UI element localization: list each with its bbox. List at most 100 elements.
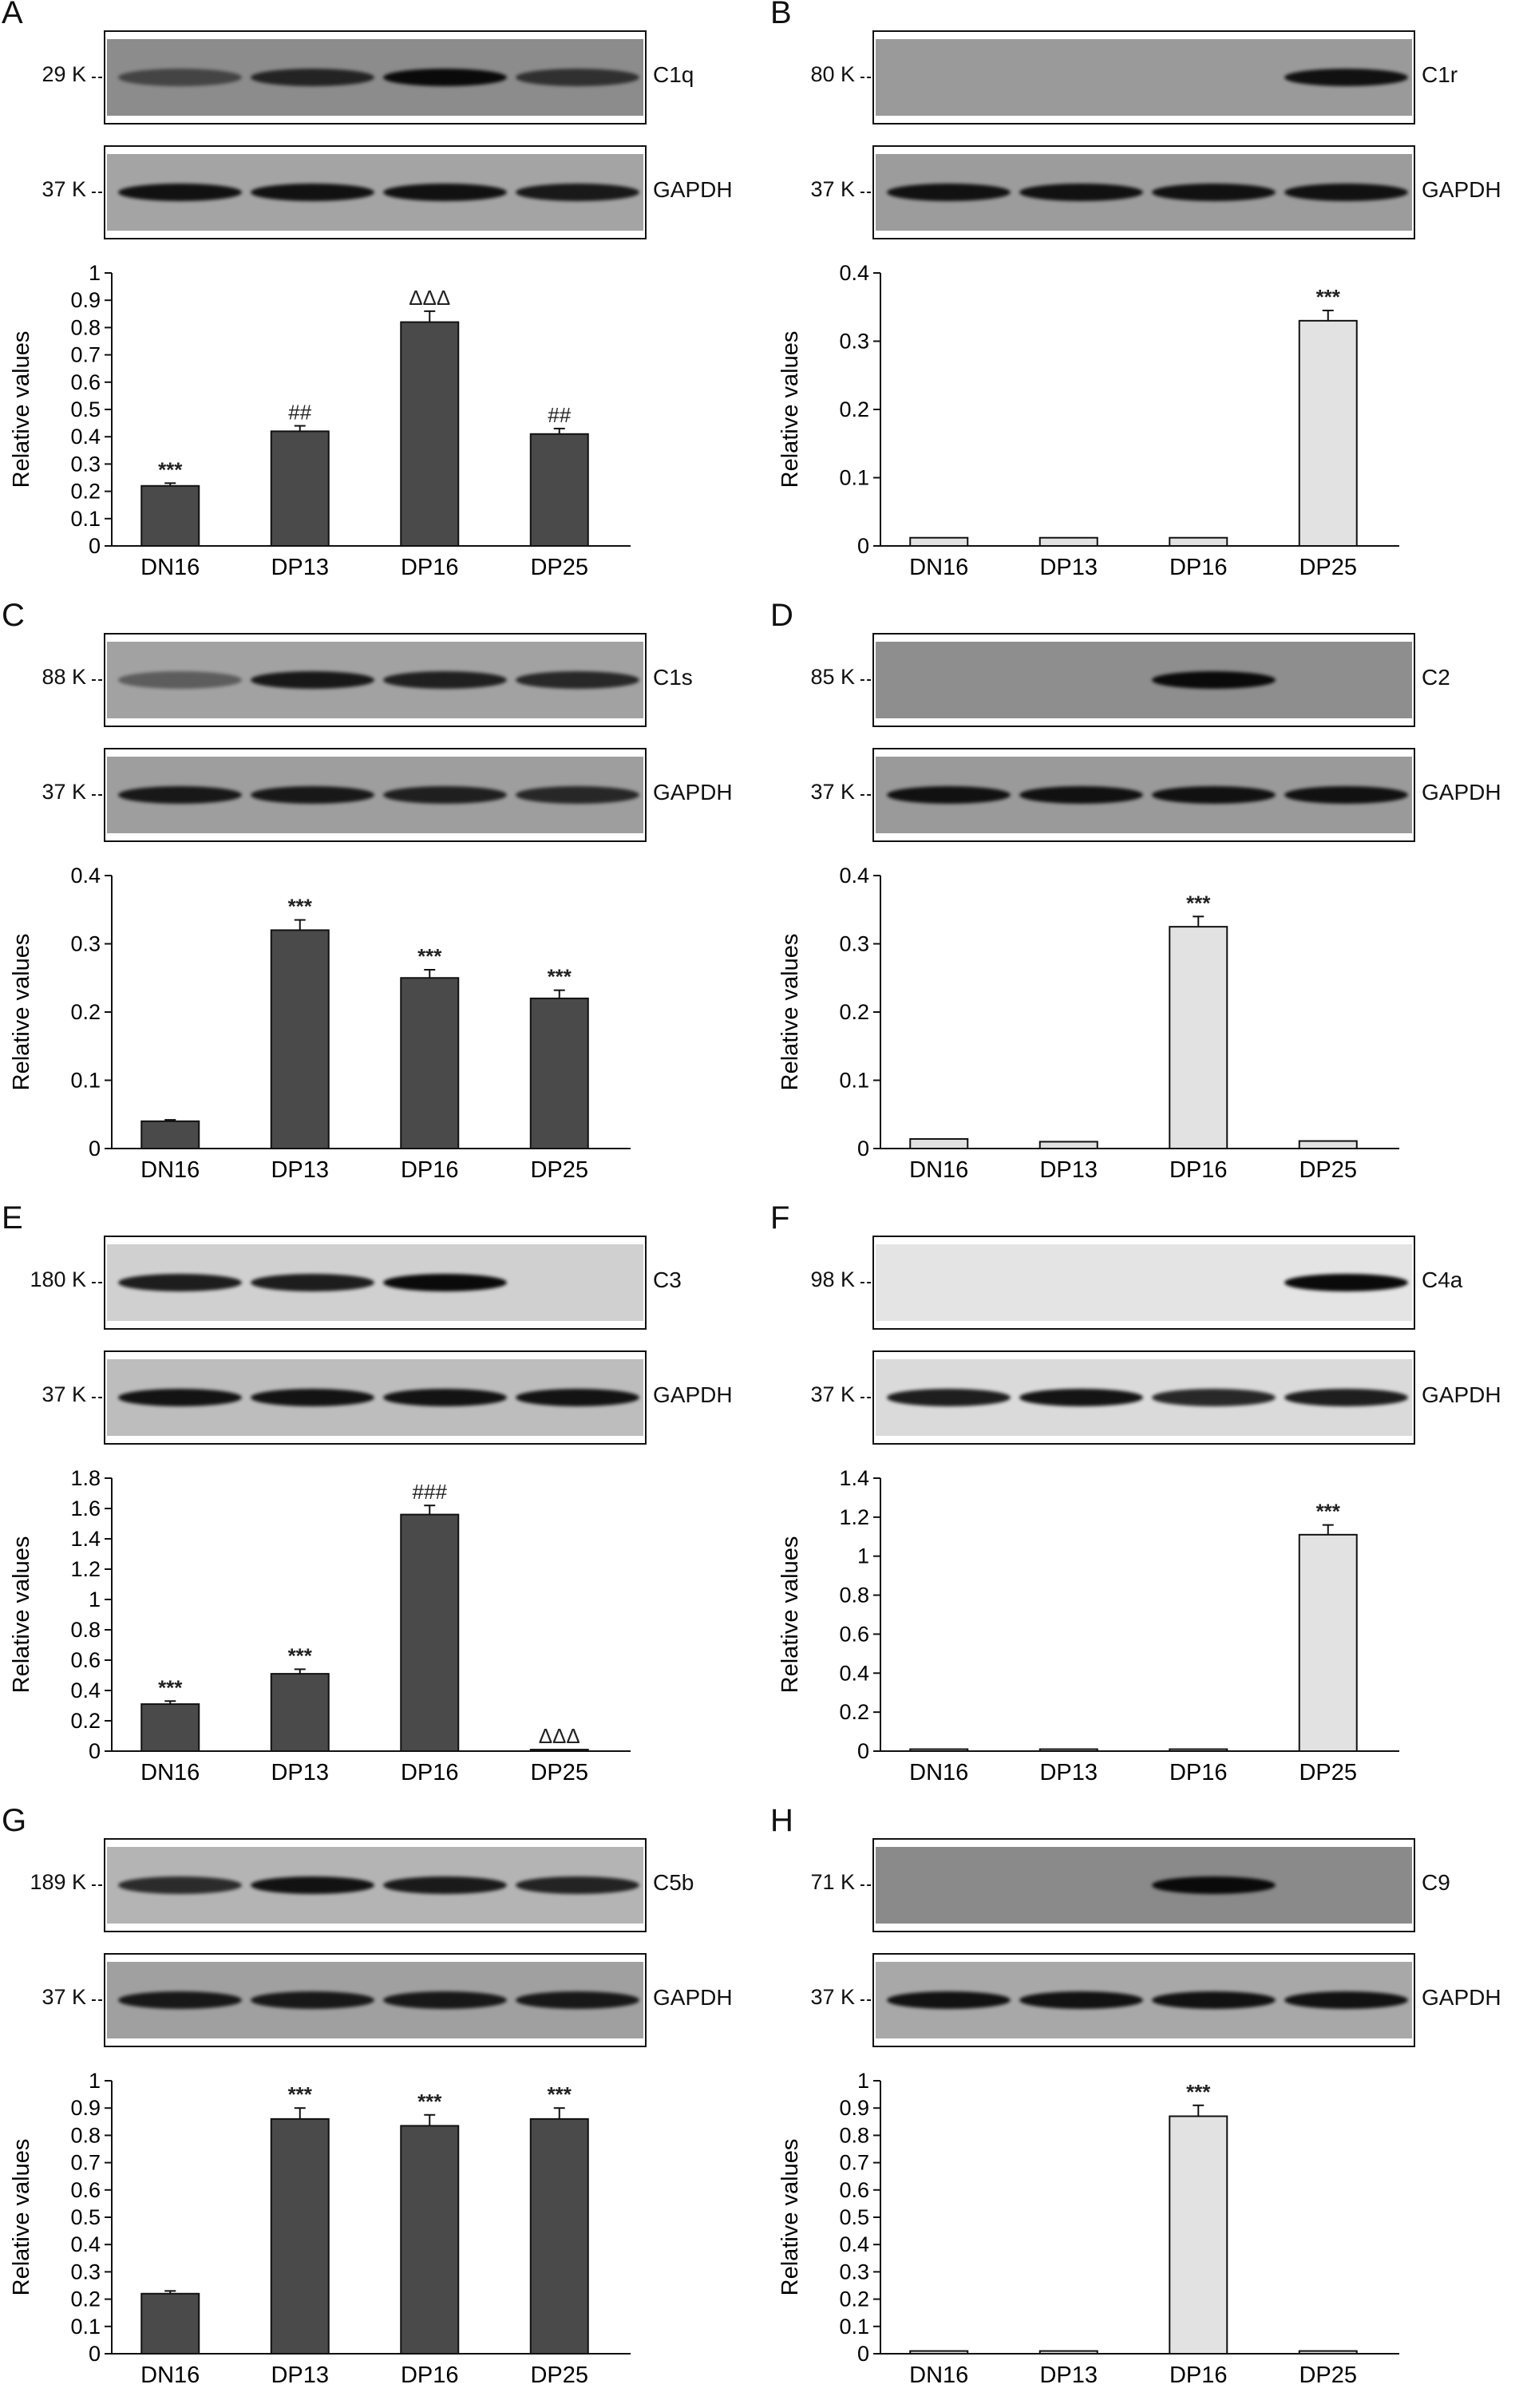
gapdh-blot — [872, 145, 1415, 239]
y-tick-label: 0.5 — [839, 2205, 869, 2229]
blot-band — [1284, 1991, 1408, 2009]
x-tick-label: DP16 — [1169, 2363, 1228, 2388]
bar-chart: 0 0.1 0.2 0.3 0.4 0.5 0.6 0.7 0.8 0.9 1 Relative va… — [9, 2069, 631, 2388]
protein-label: C4a — [1422, 1267, 1463, 1292]
molecular-weight-tick — [92, 77, 102, 78]
blot-band — [516, 671, 639, 689]
y-tick-label: 1.8 — [70, 1466, 101, 1490]
gapdh-label: GAPDH — [653, 780, 733, 805]
target-blot — [104, 1838, 647, 1932]
y-tick-label: 0.4 — [70, 1678, 101, 1702]
y-tick-label: 0.2 — [70, 1709, 101, 1733]
bar — [1169, 926, 1228, 1149]
blot-band — [118, 786, 242, 804]
blot-band — [383, 69, 507, 86]
y-tick-label: 0.1 — [70, 2315, 101, 2339]
y-tick-label: 0.9 — [70, 2096, 101, 2120]
gapdh-label: GAPDH — [653, 1985, 733, 2010]
target-blot-membrane — [876, 1244, 1412, 1321]
panel-h: H 71 K C9 37 K GAPDH 0 0.1 0.2 0.3 0.4 0.5 0.6 0.7 0.… — [769, 1803, 1527, 2408]
protein-label: C3 — [653, 1267, 682, 1292]
blot-band — [1152, 786, 1276, 804]
bar — [529, 1749, 589, 1753]
significance-label: *** — [1186, 2080, 1211, 2104]
blot-band — [118, 1876, 242, 1894]
molecular-weight-label: 189 K — [30, 1870, 86, 1894]
molecular-weight-tick — [860, 679, 871, 681]
gapdh-label: GAPDH — [653, 1382, 733, 1407]
x-tick-label: DN16 — [140, 2363, 200, 2388]
blot-band — [1152, 1876, 1276, 1894]
x-tick-label: DP13 — [1039, 1760, 1098, 1785]
bar — [400, 321, 460, 547]
blot-band — [516, 184, 639, 201]
target-blot — [104, 1236, 647, 1330]
gapdh-blot-membrane — [107, 154, 643, 231]
blot-band — [1284, 184, 1408, 201]
bar-chart: 0 0.1 0.2 0.3 0.4 Relative values DN16 DP13 DP16… — [777, 261, 1399, 580]
y-tick-label: 0.1 — [70, 1069, 101, 1093]
protein-label: C9 — [1422, 1870, 1450, 1895]
bar — [909, 536, 969, 547]
gapdh-label: GAPDH — [1422, 1382, 1501, 1407]
y-tick-label: 0.7 — [70, 2151, 101, 2175]
blot-band — [887, 786, 1011, 804]
y-tick-label: 0.2 — [70, 1000, 101, 1024]
molecular-weight-tick — [860, 794, 871, 796]
panel-letter: A — [2, 0, 23, 30]
x-tick-label: DP13 — [271, 2363, 329, 2388]
significance-label: *** — [1316, 1500, 1341, 1524]
blot-band — [1284, 1274, 1408, 1291]
x-tick-label: DP25 — [1299, 1760, 1357, 1785]
y-tick-label: 1.2 — [70, 1557, 101, 1581]
blot-band — [118, 69, 242, 86]
gapdh-blot — [104, 1953, 647, 2047]
target-blot-membrane — [107, 1244, 643, 1321]
bar — [1298, 1140, 1358, 1150]
protein-label: C1r — [1422, 62, 1458, 87]
blot-band — [1284, 1389, 1408, 1406]
molecular-weight-tick — [92, 1282, 102, 1283]
y-tick-label: 1.6 — [70, 1497, 101, 1520]
panel-b: B 80 K C1r 37 K GAPDH 0 0.1 0.2 0.3 0.4 Relative v… — [769, 0, 1527, 600]
target-blot-membrane — [107, 1847, 643, 1924]
y-tick-label: 0.8 — [70, 2123, 101, 2147]
molecular-weight-tick — [860, 1884, 871, 1886]
x-tick-label: DN16 — [909, 555, 968, 580]
panel-letter: H — [770, 1803, 793, 1838]
target-blot — [872, 30, 1415, 125]
blot-band — [118, 1274, 242, 1291]
blot-band — [118, 671, 242, 689]
y-tick-label: 0 — [89, 1739, 101, 1763]
y-tick-label: 0.3 — [839, 932, 869, 956]
y-tick-label: 0.6 — [839, 1622, 869, 1646]
panel-a: A 29 K C1q 37 K GAPDH 0 0.1 0.2 0.3 0.4 0.5 0.6 0.7 0… — [0, 0, 758, 600]
bar — [1038, 2350, 1098, 2355]
gapdh-blot-membrane — [876, 1962, 1412, 2038]
y-tick-label: 0.4 — [839, 1661, 869, 1685]
blot-band — [383, 1389, 507, 1406]
gapdh-label: GAPDH — [1422, 177, 1501, 202]
molecular-weight-tick — [860, 77, 871, 78]
molecular-weight-label: 98 K — [810, 1267, 855, 1291]
gapdh-blot — [872, 748, 1415, 842]
y-tick-label: 0.3 — [70, 452, 101, 476]
panel-letter: E — [2, 1200, 23, 1236]
molecular-weight-tick — [860, 1397, 871, 1398]
gapdh-blot — [872, 1350, 1415, 1445]
molecular-weight-tick — [860, 192, 871, 193]
gapdh-blot-membrane — [876, 1359, 1412, 1436]
y-tick-label: 1 — [89, 2069, 101, 2093]
y-axis-label: Relative values — [9, 2139, 34, 2296]
x-tick-label: DP13 — [271, 555, 329, 580]
significance-label: *** — [158, 1675, 183, 1699]
x-tick-label: DP25 — [530, 1157, 588, 1183]
significance-label: *** — [417, 944, 442, 968]
y-tick-label: 0 — [857, 1739, 869, 1763]
blot-band — [516, 786, 639, 804]
bar-chart: 0 0.2 0.4 0.6 0.8 1 1.2 1.4 1.6 1.8 Relative value… — [9, 1466, 631, 1785]
blot-band — [1152, 1991, 1276, 2009]
blot-band — [383, 1876, 507, 1894]
significance-label: ΔΔΔ — [409, 286, 450, 310]
significance-label: *** — [288, 1643, 313, 1667]
